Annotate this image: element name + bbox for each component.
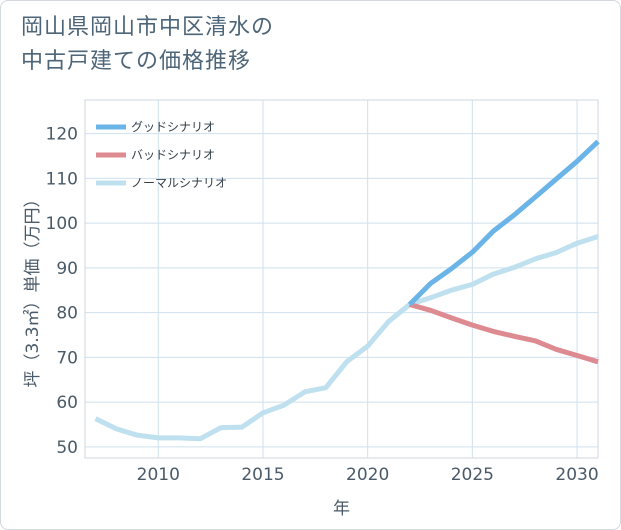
y-tick-labels: 50 60 70 80 90 100 110 120 [46,125,78,458]
y-tick-label: 110 [46,169,78,189]
y-tick-label: 60 [56,393,78,413]
x-tick-label: 2020 [346,465,389,485]
series-line-0 [407,139,600,307]
x-axis-title: 年 [333,499,350,519]
chart-title: 岡山県岡山市中区清水の 中古戸建ての価格推移 [21,11,274,79]
x-tick-labels: 2010 2015 2020 2025 2030 [137,465,599,485]
plot-area [84,99,599,459]
series-line-1 [408,302,599,365]
x-tick-label: 2030 [555,465,598,485]
x-tick-label: 2010 [137,465,180,485]
chart-title-line-1: 岡山県岡山市中区清水の [21,15,275,40]
series-line-2 [94,234,599,442]
y-tick-label: 90 [56,259,78,279]
y-tick-label: 80 [56,304,78,324]
x-tick-label: 2025 [451,465,494,485]
legend-label: バッドシナリオ [131,148,215,162]
y-tick-label: 70 [56,348,78,368]
x-tick-label: 2015 [241,465,284,485]
y-tick-label: 120 [46,125,78,145]
legend-label: ノーマルシナリオ [131,176,227,190]
y-tick-label: 100 [46,214,78,234]
chart-title-line-2: 中古戸建ての価格推移 [21,49,252,74]
legend-label: グッドシナリオ [131,120,215,134]
y-axis-title: 坪（3.3㎡）単価（万円） [23,190,43,387]
series-group [94,139,600,442]
y-tick-label: 50 [56,438,78,458]
grid-lines [85,100,598,458]
